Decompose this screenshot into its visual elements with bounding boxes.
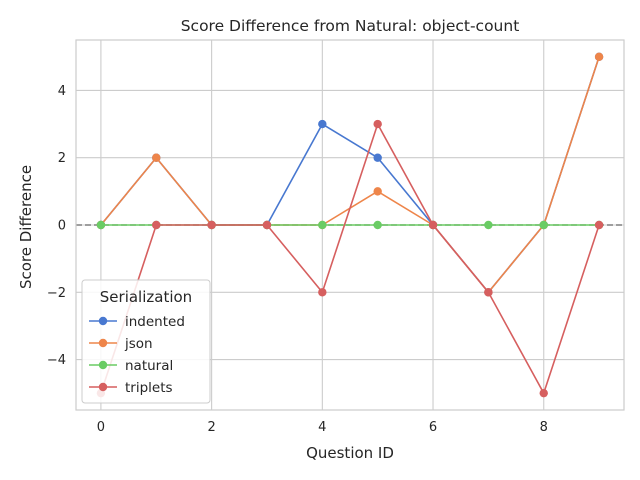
y-tick-label: −2 (47, 286, 66, 301)
legend-marker (98, 338, 108, 348)
y-tick-label: 2 (58, 151, 66, 166)
legend-label: json (124, 336, 153, 352)
legend-label: triplets (125, 380, 173, 396)
data-point (152, 220, 161, 230)
data-point (96, 220, 106, 230)
data-point (594, 52, 604, 62)
legend-marker (98, 360, 108, 370)
legend-item-triplets: triplets (89, 380, 173, 396)
data-point (594, 220, 604, 230)
data-point (428, 220, 438, 230)
data-point (207, 220, 216, 230)
series-line (100, 123, 600, 394)
legend: Serialization indented json natural triplet… (81, 279, 211, 404)
legend-title: Serialization (100, 288, 192, 306)
data-point (539, 220, 548, 230)
legend-label: natural (125, 358, 173, 374)
chart-title: Score Difference from Natural: object-co… (181, 17, 520, 35)
x-tick-label: 0 (97, 420, 105, 435)
data-point (484, 220, 493, 230)
legend-label: indented (125, 314, 185, 330)
legend-item-natural: natural (89, 358, 173, 374)
x-axis-label: Question ID (306, 444, 394, 462)
x-tick-label: 6 (429, 420, 437, 435)
data-point (152, 153, 161, 162)
y-axis-label: Score Difference (17, 165, 35, 289)
data-point (318, 220, 327, 230)
data-point (373, 220, 382, 230)
data-point (262, 220, 272, 230)
data-point (373, 153, 382, 162)
y-tick-label: 0 (58, 219, 66, 234)
series-group (96, 52, 604, 398)
data-point (539, 388, 548, 398)
data-point (484, 288, 493, 297)
legend-box (81, 279, 211, 404)
legend-item-json: json (89, 336, 153, 352)
data-point (318, 119, 327, 129)
tick-labels: 0 2 4 6 8 −4 −2 0 2 4 (47, 84, 548, 435)
legend-item-indented: indented (89, 314, 185, 330)
x-tick-label: 8 (540, 420, 548, 435)
legend-marker (98, 382, 108, 392)
legend-marker (98, 316, 108, 326)
legend-items: indented json natural triplets (89, 314, 185, 396)
y-tick-label: 4 (58, 84, 66, 99)
x-tick-label: 4 (318, 420, 326, 435)
data-point (318, 288, 327, 297)
y-tick-label: −4 (47, 353, 66, 368)
data-point (373, 187, 382, 196)
x-tick-label: 2 (207, 420, 215, 435)
data-point (373, 119, 382, 129)
plot-frame (75, 39, 625, 411)
